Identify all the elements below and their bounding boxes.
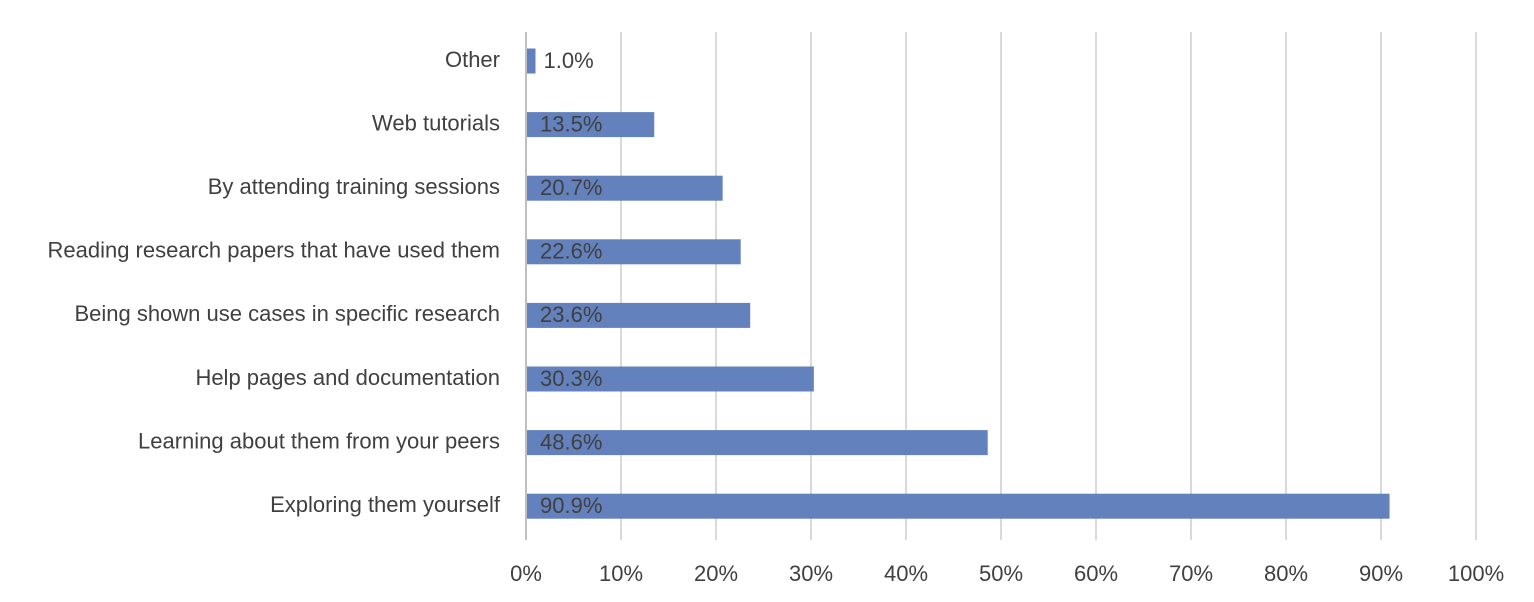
category-label: Learning about them from your peers bbox=[138, 428, 500, 453]
bar bbox=[526, 175, 723, 201]
bar bbox=[526, 239, 741, 265]
bar bbox=[526, 48, 536, 74]
x-tick-label: 60% bbox=[1074, 561, 1118, 586]
data-label: 22.6% bbox=[540, 239, 602, 264]
x-tick-label: 100% bbox=[1448, 561, 1504, 586]
data-label: 23.6% bbox=[540, 302, 602, 327]
category-label: Help pages and documentation bbox=[195, 365, 500, 390]
data-label: 1.0% bbox=[544, 48, 594, 73]
x-tick-label: 20% bbox=[694, 561, 738, 586]
category-label: By attending training sessions bbox=[208, 174, 500, 199]
x-axis-tick-labels: 0% 10% 20% 30% 40% 50% 60% 70% 80% 90% 100% bbox=[510, 561, 1504, 586]
bar bbox=[526, 112, 655, 138]
category-label: Being shown use cases in specific resear… bbox=[74, 301, 500, 326]
x-tick-label: 10% bbox=[599, 561, 643, 586]
x-tick-label: 50% bbox=[979, 561, 1023, 586]
category-label: Reading research papers that have used t… bbox=[47, 238, 500, 263]
category-labels: Other Web tutorials By attending training … bbox=[47, 47, 500, 517]
category-label: Other bbox=[445, 47, 500, 72]
x-tick-label: 40% bbox=[884, 561, 928, 586]
category-label: Web tutorials bbox=[372, 110, 500, 135]
bar bbox=[526, 493, 1390, 519]
data-label: 13.5% bbox=[540, 111, 602, 136]
data-label: 48.6% bbox=[540, 429, 602, 454]
bar bbox=[526, 302, 751, 328]
bar bbox=[526, 430, 988, 456]
x-tick-label: 90% bbox=[1359, 561, 1403, 586]
category-label: Exploring them yourself bbox=[270, 492, 501, 517]
data-label: 30.3% bbox=[540, 366, 602, 391]
x-tick-label: 0% bbox=[510, 561, 542, 586]
bars bbox=[526, 48, 1390, 519]
data-label: 20.7% bbox=[540, 175, 602, 200]
data-label: 90.9% bbox=[540, 493, 602, 518]
gridlines bbox=[620, 32, 1477, 540]
bar bbox=[526, 366, 814, 392]
x-tick-label: 70% bbox=[1169, 561, 1213, 586]
x-tick-label: 80% bbox=[1264, 561, 1308, 586]
x-tick-label: 30% bbox=[789, 561, 833, 586]
data-labels: 1.0% 13.5% 20.7% 22.6% 23.6% 30.3% 48.6% 90.9% bbox=[540, 48, 602, 518]
